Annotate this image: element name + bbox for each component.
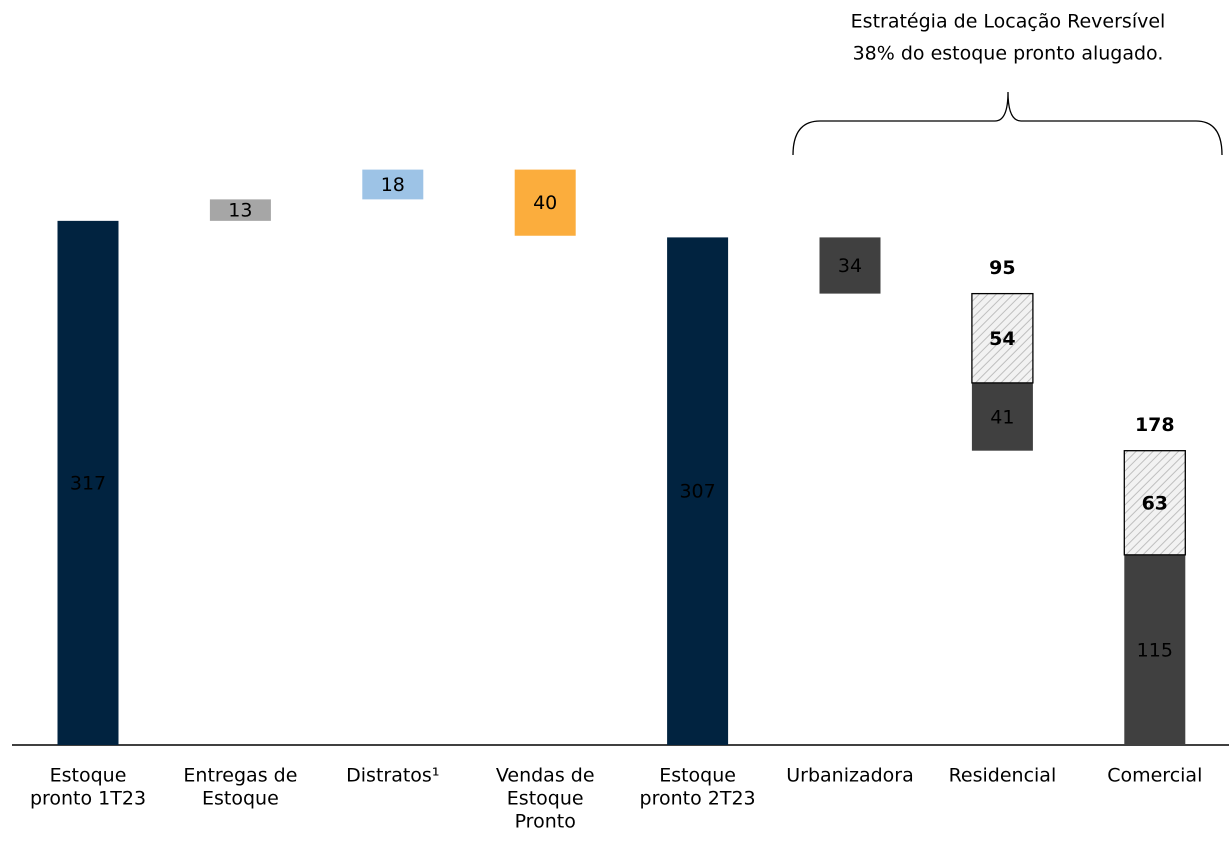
annotation: 38% do estoque pronto alugado.: [853, 43, 1164, 65]
value-label: 54: [989, 328, 1015, 350]
bar-segment: [1124, 554, 1186, 745]
annotation: Estratégia de Locação Reversível: [851, 11, 1166, 33]
x-tick-label: pronto 1T23: [30, 788, 146, 810]
bar-segment: [57, 220, 119, 745]
value-label: 41: [990, 406, 1014, 428]
bar-segment: [209, 199, 271, 221]
x-tick-label: Residencial: [949, 765, 1057, 787]
x-tick-label: Estoque: [202, 788, 279, 810]
value-label: 18: [381, 174, 405, 196]
value-label: 13: [228, 200, 252, 222]
x-tick-label: Comercial: [1107, 765, 1202, 787]
x-tick-label: Estoque: [50, 765, 127, 787]
bar-segment: [971, 292, 1034, 384]
x-tick-label: pronto 2T23: [640, 788, 756, 810]
value-label: 63: [1142, 492, 1168, 514]
bar-segment: [819, 237, 881, 294]
x-tick-label: Vendas de: [496, 765, 595, 787]
x-tick-label: Distratos¹: [346, 765, 439, 787]
total-label: 95: [989, 257, 1015, 279]
bar-segment: [667, 237, 729, 745]
x-tick-label: Entregas de: [183, 765, 297, 787]
x-tick-label: Urbanizadora: [786, 765, 914, 787]
brace: [792, 91, 1223, 156]
value-label: 34: [838, 255, 862, 277]
bar-segment: [1123, 450, 1186, 556]
total-label: 178: [1135, 414, 1175, 436]
x-tick-label: Pronto: [515, 811, 576, 833]
value-label: 40: [533, 192, 557, 214]
value-label: 307: [679, 481, 715, 503]
value-label: 115: [1137, 639, 1173, 661]
x-tick-label: Estoque: [659, 765, 736, 787]
bar-segment: [362, 169, 424, 200]
value-label: 317: [70, 472, 106, 494]
x-tick-label: Estoque: [507, 788, 584, 810]
bar-segment: [514, 169, 576, 236]
bar-segment: [971, 382, 1033, 451]
